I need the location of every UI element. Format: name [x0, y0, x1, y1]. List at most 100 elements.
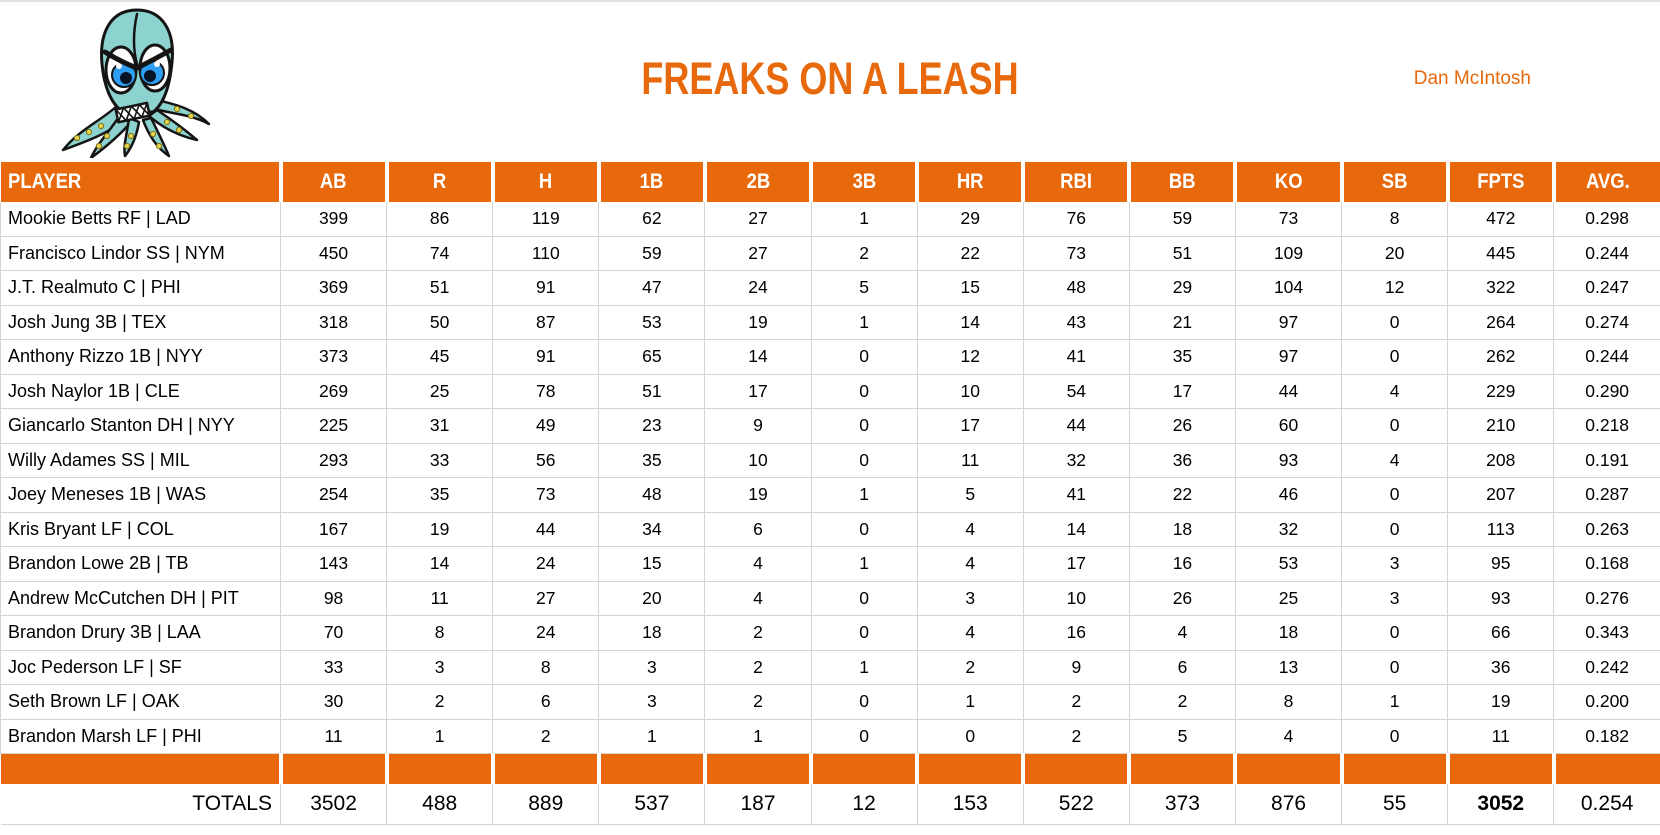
- stat-cell: 19: [386, 512, 494, 547]
- stat-cell: 21: [1129, 305, 1236, 340]
- stat-cell: 0: [811, 339, 918, 375]
- stat-cell: 4: [1235, 719, 1343, 754]
- stat-cell: 25: [1235, 581, 1343, 616]
- stat-cell: 49: [492, 408, 600, 444]
- table-row: Anthony Rizzo 1B | NYY 373 45 91 65 14 0 12 41 35…: [0, 339, 1660, 375]
- player-cell: Josh Naylor 1B | CLE: [0, 374, 281, 409]
- stat-cell: 0.276: [1553, 581, 1660, 616]
- stat-cell: 78: [492, 374, 600, 409]
- stat-cell: 8: [1235, 684, 1343, 720]
- table-row: Josh Jung 3B | TEX 318 50 87 53 19 1 14 43 21 97 0 2…: [0, 305, 1660, 340]
- stat-cell: 264: [1447, 305, 1555, 340]
- stat-cell: 51: [1129, 236, 1236, 271]
- stat-cell: 44: [492, 512, 600, 547]
- stat-cell: 450: [280, 236, 388, 271]
- player-cell: Mookie Betts RF | LAD: [0, 202, 281, 237]
- stat-cell: 143: [280, 546, 388, 582]
- stat-cell: 45: [386, 339, 494, 375]
- stat-cell: 59: [598, 236, 706, 271]
- stat-cell: 1: [811, 202, 918, 237]
- totals-cell: 187: [704, 784, 812, 825]
- stat-cell: 0.242: [1553, 650, 1660, 685]
- stat-cell: 4: [1341, 443, 1449, 478]
- totals-cell: 876: [1235, 784, 1343, 825]
- stat-cell: 104: [1235, 270, 1343, 306]
- stat-cell: 27: [492, 581, 600, 616]
- stat-cell: 113: [1447, 512, 1555, 547]
- stat-cell: 23: [598, 408, 706, 444]
- stat-cell: 43: [1023, 305, 1130, 340]
- stat-cell: 12: [917, 339, 1024, 375]
- stat-cell: 91: [492, 339, 600, 375]
- stat-cell: 12: [1341, 270, 1449, 306]
- table-row: Seth Brown LF | OAK 30 2 6 3 2 0 1 2 2 8 1 19 0.200: [0, 684, 1660, 720]
- separator-cell: [704, 753, 814, 784]
- stat-cell: 369: [280, 270, 388, 306]
- stat-cell: 2: [704, 650, 812, 685]
- separator-cell: [1235, 753, 1344, 784]
- column-header-player: PLAYER: [0, 162, 283, 202]
- stat-cell: 24: [492, 546, 600, 582]
- stat-cell: 0.182: [1553, 719, 1660, 754]
- table-row: Giancarlo Stanton DH | NYY 225 31 49 23 9 0 17 4…: [0, 408, 1660, 444]
- player-cell: Giancarlo Stanton DH | NYY: [0, 408, 281, 444]
- stat-cell: 0: [1341, 339, 1449, 375]
- stat-cell: 19: [1447, 684, 1555, 720]
- stat-cell: 33: [280, 650, 388, 685]
- separator-cell: [1129, 753, 1238, 784]
- stat-cell: 86: [386, 202, 494, 237]
- separator-cell: [917, 753, 1026, 784]
- stat-cell: 0: [1341, 650, 1449, 685]
- stat-cell: 15: [917, 270, 1024, 306]
- stat-cell: 10: [917, 374, 1024, 409]
- column-header: SB: [1341, 162, 1450, 202]
- stat-cell: 0.290: [1553, 374, 1660, 409]
- stat-cell: 98: [280, 581, 388, 616]
- stat-cell: 73: [1235, 202, 1343, 237]
- totals-cell: 889: [492, 784, 600, 825]
- player-cell: Brandon Drury 3B | LAA: [0, 615, 281, 651]
- stat-cell: 3: [598, 684, 706, 720]
- stat-cell: 51: [386, 270, 494, 306]
- player-cell: Willy Adames SS | MIL: [0, 443, 281, 478]
- stat-cell: 1: [811, 546, 918, 582]
- stat-cell: 4: [1341, 374, 1449, 409]
- player-cell: Joey Meneses 1B | WAS: [0, 477, 281, 513]
- stat-cell: 4: [1129, 615, 1236, 651]
- table-row: Brandon Drury 3B | LAA 70 8 24 18 2 0 4 16 4 18 0 66…: [0, 615, 1660, 651]
- stat-cell: 29: [1129, 270, 1236, 306]
- stat-cell: 0.274: [1553, 305, 1660, 340]
- stat-cell: 41: [1023, 477, 1130, 513]
- stat-cell: 22: [1129, 477, 1236, 513]
- stat-cell: 54: [1023, 374, 1130, 409]
- stat-cell: 318: [280, 305, 388, 340]
- stat-cell: 3: [1341, 581, 1449, 616]
- stat-cell: 8: [386, 615, 494, 651]
- player-cell: Joc Pederson LF | SF: [0, 650, 281, 685]
- stat-cell: 6: [1129, 650, 1236, 685]
- stat-cell: 0.247: [1553, 270, 1660, 306]
- stat-cell: 4: [917, 512, 1024, 547]
- stat-cell: 229: [1447, 374, 1555, 409]
- totals-cell: 0.254: [1553, 784, 1660, 825]
- stat-cell: 207: [1447, 477, 1555, 513]
- stat-cell: 19: [704, 477, 812, 513]
- stat-cell: 47: [598, 270, 706, 306]
- stat-cell: 3: [917, 581, 1024, 616]
- table-row: Andrew McCutchen DH | PIT 98 11 27 20 4 0 3 10 26…: [0, 581, 1660, 616]
- player-cell: Brandon Lowe 2B | TB: [0, 546, 281, 582]
- player-cell: Seth Brown LF | OAK: [0, 684, 281, 720]
- stat-cell: 208: [1447, 443, 1555, 478]
- stat-cell: 5: [1129, 719, 1236, 754]
- separator-row: [0, 753, 1660, 784]
- stat-cell: 1: [917, 684, 1024, 720]
- column-header: 2B: [704, 162, 814, 202]
- stat-cell: 17: [1129, 374, 1236, 409]
- stat-cell: 22: [917, 236, 1024, 271]
- stat-cell: 0.218: [1553, 408, 1660, 444]
- totals-cell: 12: [811, 784, 918, 825]
- stat-cell: 36: [1129, 443, 1236, 478]
- stat-cell: 0: [1341, 408, 1449, 444]
- column-header: AVG.: [1553, 162, 1660, 202]
